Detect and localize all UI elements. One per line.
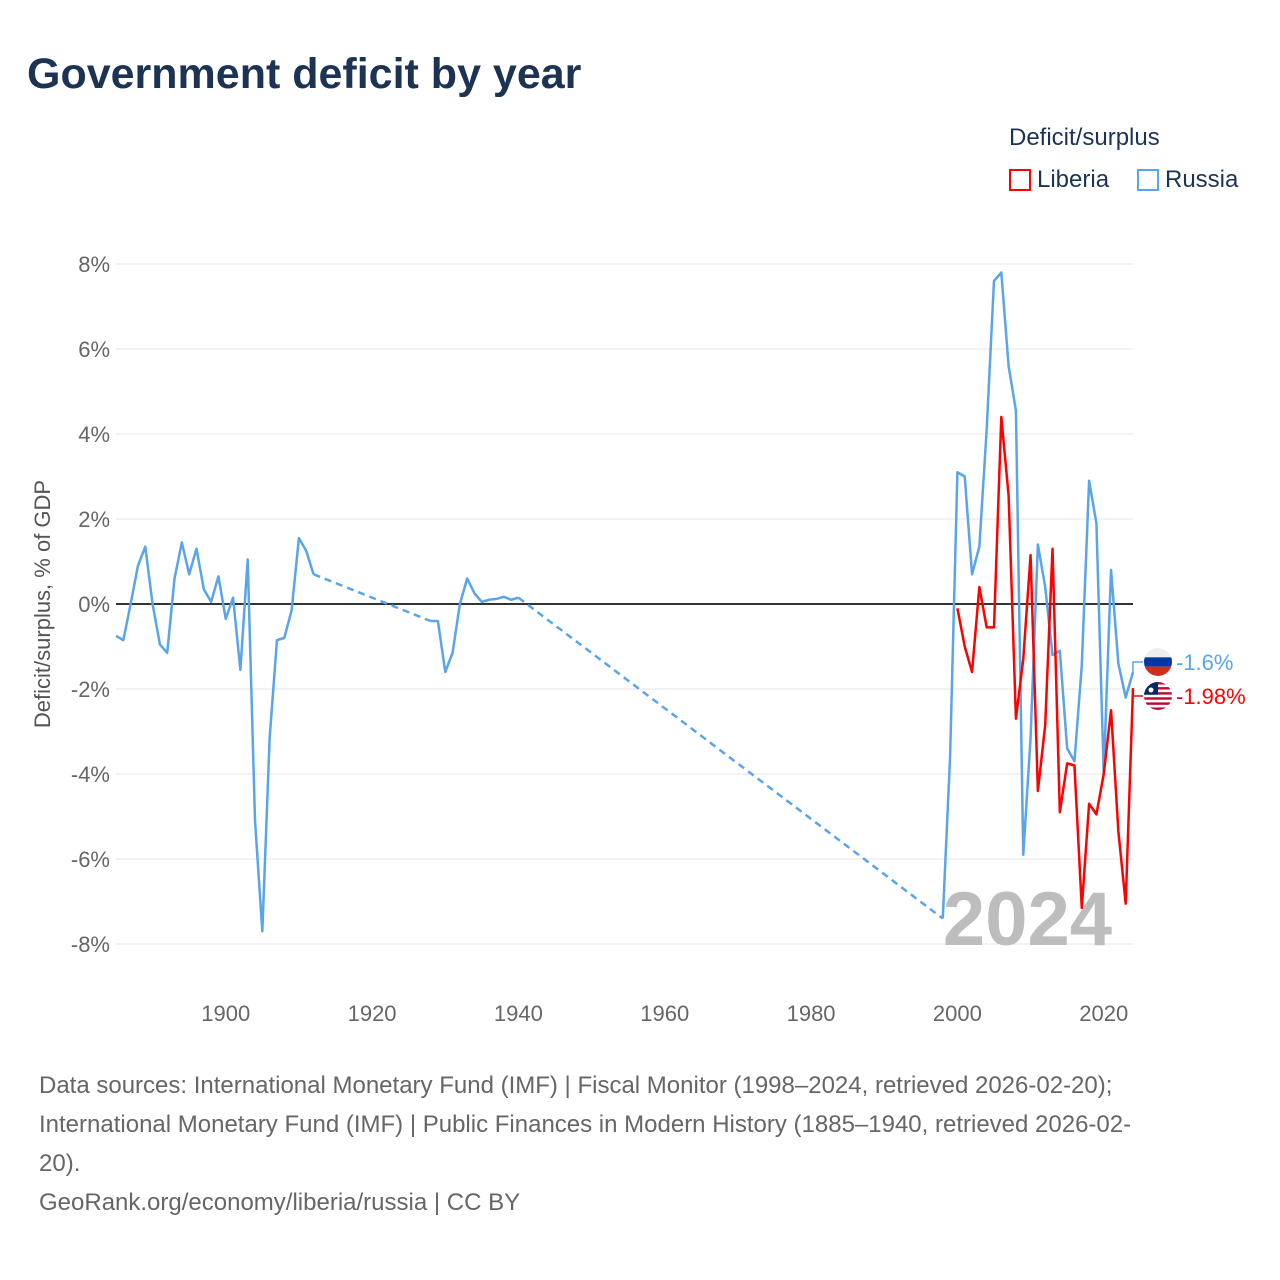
series-line-liberia [956, 415, 1135, 910]
chart-plot: 8% 6% 4% 2% 0% -2% -4% -6% -8% 1900 1920 1940 1960 19… [30, 252, 1246, 1026]
flag-russia-icon [1144, 648, 1172, 676]
y-tick-label: 4% [78, 422, 110, 447]
x-tick-label: 2020 [1079, 1001, 1128, 1026]
footer-sources-1: Data sources: International Monetary Fun… [39, 1072, 1113, 1099]
series-line-russia [941, 271, 1135, 919]
legend-swatch-liberia [1009, 169, 1031, 191]
legend-item-russia[interactable]: Russia [1137, 166, 1238, 194]
end-label-russia: -1.6% [1176, 650, 1233, 675]
footer-credit: GeoRank.org/economy/liberia/russia | CC … [39, 1189, 521, 1216]
end-label-liberia: -1.98% [1176, 684, 1246, 709]
y-tick-label: 6% [78, 337, 110, 362]
legend-item-liberia[interactable]: Liberia [1009, 166, 1109, 194]
x-tick-label: 1900 [201, 1001, 250, 1026]
series-line-russia [115, 536, 315, 933]
y-tick-label: -8% [71, 932, 110, 957]
flag-liberia-icon [1144, 682, 1172, 710]
footer-sources-2: International Monetary Fund (IMF) | Publ… [39, 1111, 1132, 1138]
end-label-connector-russia [1132, 661, 1143, 672]
x-tick-label: 1920 [348, 1001, 397, 1026]
y-axis-label: Deficit/surplus, % of GDP [30, 480, 55, 728]
legend-label-liberia: Liberia [1037, 166, 1110, 193]
end-label-connector-liberia [1132, 688, 1143, 697]
year-watermark: 2024 [943, 877, 1112, 962]
series-line-russia-gap [313, 573, 432, 623]
x-tick-label: 1940 [494, 1001, 543, 1026]
legend-label-russia: Russia [1165, 166, 1239, 193]
x-tick-label: 1960 [640, 1001, 689, 1026]
y-tick-label: 8% [78, 252, 110, 277]
y-tick-label: 2% [78, 507, 110, 532]
legend-swatch-russia [1137, 169, 1159, 191]
y-tick-label: -6% [71, 847, 110, 872]
series-line-russia-gap [517, 596, 944, 920]
y-tick-label: -2% [71, 677, 110, 702]
chart-title: Government deficit by year [27, 50, 582, 98]
y-tick-label: 0% [78, 592, 110, 617]
y-tick-label: -4% [71, 762, 110, 787]
x-tick-label: 1980 [787, 1001, 836, 1026]
x-tick-label: 2000 [933, 1001, 982, 1026]
footer-sources-3: 20). [39, 1150, 81, 1177]
series-line-russia [430, 577, 519, 674]
legend-title: Deficit/surplus [1009, 124, 1160, 151]
